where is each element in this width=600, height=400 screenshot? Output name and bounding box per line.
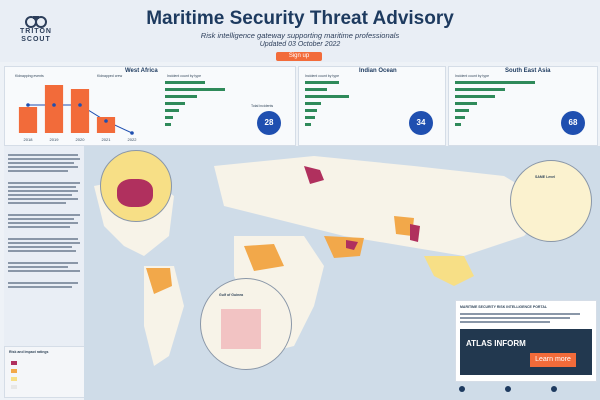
advisory-text-column: [4, 146, 84, 346]
inset-hatch-area: [221, 309, 261, 349]
point-crew-2018: [26, 103, 30, 107]
inset-hotspot: [117, 179, 153, 207]
footer-links: [455, 382, 595, 396]
bar-kidnapping-2019: [44, 85, 64, 133]
inset-label: SAME Level: [535, 175, 556, 179]
indian-ocean-panel: Indian Ocean Incident count by type 34: [298, 66, 446, 146]
risk-legend: Risk and Impact ratings: [4, 346, 86, 398]
portal-banner: ATLAS INFORM Learn more: [460, 329, 592, 375]
legend-title: Risk and Impact ratings: [9, 350, 49, 354]
email-icon[interactable]: [551, 386, 557, 392]
point-crew-2021: [104, 119, 108, 123]
binoculars-icon: [25, 16, 47, 28]
south-east-asia-title: South East Asia: [505, 68, 551, 74]
legend-swatch-medium: [11, 377, 17, 381]
sea-inset[interactable]: SAME Level: [510, 160, 592, 242]
india-region: [394, 216, 414, 236]
portal-card: MARITIME SECURITY RISK INTELLIGENCE PORT…: [455, 300, 597, 382]
gulf-of-guinea-inset[interactable]: Gulf of Guinea: [200, 278, 292, 370]
updated-date: Updated 03 October 2022: [259, 41, 341, 48]
incident-count-label: Incident count by type: [305, 74, 340, 78]
web-icon[interactable]: [505, 386, 511, 392]
inset-label: Gulf of Guinea: [219, 293, 244, 297]
legend-swatch-low: [11, 385, 17, 389]
incident-type-bars: [455, 81, 535, 126]
kidnapping-chart: 2018 2019 2020 2021 2022: [18, 85, 138, 142]
south-east-asia-panel: South East Asia Incident count by type 6…: [448, 66, 598, 146]
bar-kidnapping-2018: [18, 107, 38, 133]
signup-button[interactable]: Sign up: [276, 52, 322, 61]
legend-swatch-critical: [11, 361, 17, 365]
legend-swatch-high: [11, 369, 17, 373]
west-africa-title: West Africa: [125, 68, 158, 74]
point-crew-2019: [52, 103, 56, 107]
brand-name: TRITON: [20, 28, 52, 35]
header: TRITON SCOUT Maritime Security Threat Ad…: [0, 0, 600, 62]
point-crew-2020: [78, 103, 82, 107]
yemen-region: [346, 240, 358, 250]
page-subtitle: Risk intelligence gateway supporting mar…: [200, 31, 400, 40]
x-tick-label: 2022: [128, 137, 138, 142]
west-africa-panel: West Africa Kidnapping events Kidnapped …: [4, 66, 296, 146]
legend-line-label: Kidnapped crew: [97, 74, 123, 78]
atlas-logo-text: ATLAS INFORM: [466, 339, 526, 348]
eurasia: [214, 156, 554, 256]
point-crew-2022: [130, 131, 134, 135]
sahel-region: [244, 244, 284, 271]
learn-more-button[interactable]: Learn more: [530, 353, 576, 367]
brand-subname: SCOUT: [21, 36, 51, 43]
x-tick-label: 2020: [76, 137, 86, 142]
brand-logo[interactable]: TRITON SCOUT: [14, 12, 58, 52]
incident-type-bars: [165, 81, 225, 126]
indian-ocean-title: Indian Ocean: [359, 68, 397, 74]
se-asia-region: [424, 256, 474, 286]
incident-count-label: Incident count by type: [455, 74, 490, 78]
total-incidents-badge: 28: [257, 111, 281, 135]
total-incidents-badge: 68: [561, 111, 585, 135]
venezuela-region: [146, 268, 172, 294]
myanmar-region: [410, 224, 420, 242]
x-tick-label: 2021: [102, 137, 112, 142]
arabia-region: [324, 236, 364, 258]
legend-bar-label: Kidnapping events: [15, 74, 44, 78]
total-incidents-label: Total incidents: [251, 104, 274, 108]
portal-heading: MARITIME SECURITY RISK INTELLIGENCE PORT…: [460, 305, 547, 309]
incident-count-label: Incident count by type: [167, 74, 202, 78]
bar-kidnapping-2021: [96, 117, 116, 133]
bar-kidnapping-2020: [70, 89, 90, 133]
ukraine-region: [304, 166, 324, 184]
page-title: Maritime Security Threat Advisory: [146, 8, 454, 29]
x-tick-label: 2019: [50, 137, 60, 142]
mediterranean-inset[interactable]: [100, 150, 172, 222]
incident-type-bars: [305, 81, 349, 126]
x-tick-label: 2018: [24, 137, 34, 142]
total-incidents-badge: 34: [409, 111, 433, 135]
social-icon[interactable]: [459, 386, 465, 392]
